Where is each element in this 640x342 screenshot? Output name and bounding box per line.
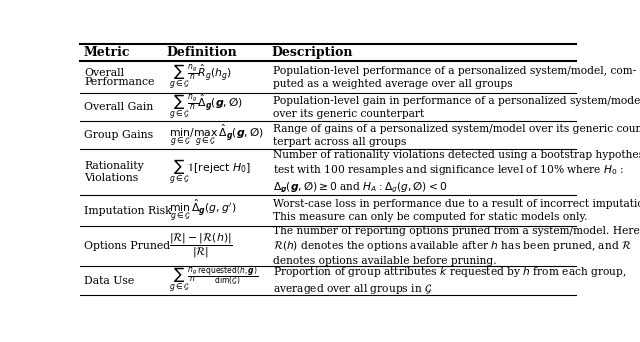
- Text: $\sum_{g \in \mathcal{G}} \frac{n_g}{n} \hat{R}_{g}(h_g)$: $\sum_{g \in \mathcal{G}} \frac{n_g}{n} …: [169, 63, 232, 92]
- Text: Overall Gain: Overall Gain: [84, 102, 153, 112]
- Text: Population-level performance of a personalized system/model, com-
puted as a wei: Population-level performance of a person…: [273, 66, 636, 89]
- Text: Worst-case loss in performance due to a result of incorrect imputation.
This mea: Worst-case loss in performance due to a …: [273, 199, 640, 222]
- Text: Options Pruned: Options Pruned: [84, 241, 170, 251]
- Text: $\sum_{g \in \mathcal{G}} \mathbb{1}[\mathrm{reject}\; H_0]$: $\sum_{g \in \mathcal{G}} \mathbb{1}[\ma…: [169, 158, 251, 187]
- Text: Metric: Metric: [84, 47, 131, 60]
- Text: $\sum_{g \in \mathcal{G}} \frac{n_g}{n} \frac{\mathrm{requested}(h,\boldsymbol{g: $\sum_{g \in \mathcal{G}} \frac{n_g}{n} …: [169, 265, 259, 297]
- Text: $\underset{g \in \mathcal{G}}{\min} / \underset{g \in \mathcal{G}}{\max}\, \hat{: $\underset{g \in \mathcal{G}}{\min} / \u…: [169, 122, 264, 149]
- Text: Rationality: Rationality: [84, 161, 144, 171]
- Text: Proportion of group attributes $k$ requested by $h$ from each group,
averaged ov: Proportion of group attributes $k$ reque…: [273, 265, 627, 296]
- Text: Violations: Violations: [84, 173, 138, 183]
- Text: $\dfrac{|\mathcal{R}| - |\mathcal{R}(h)|}{|\mathcal{R}|}$: $\dfrac{|\mathcal{R}| - |\mathcal{R}(h)|…: [169, 232, 233, 260]
- Text: Population-level gain in performance of a personalized system/model
over its gen: Population-level gain in performance of …: [273, 96, 640, 119]
- Text: Definition: Definition: [167, 47, 237, 60]
- Text: Performance: Performance: [84, 77, 154, 87]
- Text: Description: Description: [271, 47, 353, 60]
- Text: $\sum_{g \in \mathcal{G}} \frac{n_g}{n} \hat{\Delta}_{\boldsymbol{g}}(\boldsymbo: $\sum_{g \in \mathcal{G}} \frac{n_g}{n} …: [169, 93, 243, 122]
- Text: $\underset{g \in \mathcal{G}}{\min}\, \hat{\Delta}_{\boldsymbol{g}}(g, g')$: $\underset{g \in \mathcal{G}}{\min}\, \h…: [169, 197, 237, 224]
- Text: Group Gains: Group Gains: [84, 130, 153, 140]
- Text: Data Use: Data Use: [84, 276, 134, 286]
- Text: Range of gains of a personalized system/model over its generic coun-
terpart acr: Range of gains of a personalized system/…: [273, 124, 640, 147]
- Text: Overall: Overall: [84, 68, 124, 78]
- Text: The number of reporting options pruned from a system/model. Here,
$\mathcal{R}(h: The number of reporting options pruned f…: [273, 226, 640, 266]
- Text: Number of rationality violations detected using a bootstrap hypothesis
test with: Number of rationality violations detecte…: [273, 149, 640, 195]
- Text: Imputation Risk: Imputation Risk: [84, 206, 172, 215]
